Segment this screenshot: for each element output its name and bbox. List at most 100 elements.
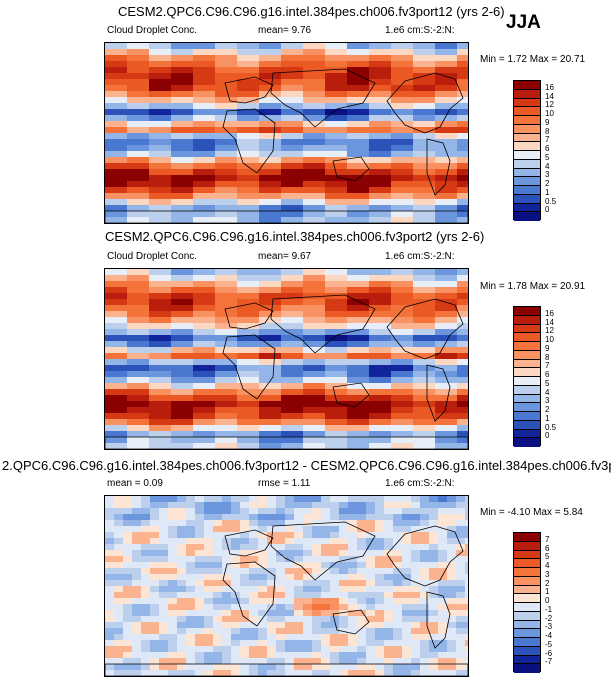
field-cell <box>429 580 439 587</box>
field-cell <box>294 640 304 647</box>
field-cell <box>312 556 322 563</box>
field-cell <box>127 211 150 218</box>
field-cell <box>429 652 439 659</box>
field-cell <box>171 49 194 56</box>
field-cell <box>222 550 232 557</box>
field-cell <box>114 556 124 563</box>
field-cell <box>231 568 241 575</box>
field-cell <box>276 526 286 533</box>
field-cell <box>105 43 128 50</box>
field-cell <box>325 377 348 384</box>
field-cell <box>413 293 436 300</box>
field-cell <box>114 508 124 515</box>
field-cell <box>149 317 172 324</box>
field-cell <box>193 383 216 390</box>
panel-3-map <box>104 495 469 677</box>
field-cell <box>149 115 172 122</box>
field-cell <box>303 634 313 641</box>
field-cell <box>127 43 150 50</box>
field-cell <box>369 49 392 56</box>
colorbar-swatch <box>514 611 540 621</box>
field-cell <box>391 323 414 330</box>
field-cell <box>281 407 304 414</box>
field-cell <box>347 61 370 68</box>
field-cell <box>411 508 421 515</box>
field-cell <box>193 79 216 86</box>
field-cell <box>150 610 160 617</box>
field-cell <box>231 586 241 593</box>
field-cell <box>249 508 259 515</box>
field-cell <box>457 79 468 86</box>
field-cell <box>276 532 286 539</box>
colorbar-swatch <box>514 116 540 125</box>
field-cell <box>215 443 238 449</box>
field-cell <box>325 437 348 444</box>
field-cell <box>347 157 370 164</box>
field-cell <box>339 658 349 665</box>
field-cell <box>105 622 115 629</box>
field-cell <box>285 538 295 545</box>
field-cell <box>186 556 196 563</box>
field-cell <box>105 419 128 426</box>
colorbar-tick-label: -2 <box>545 613 553 623</box>
field-cell <box>259 157 282 164</box>
colorbar-tick-label: 14 <box>545 317 554 327</box>
field-cell <box>321 616 331 623</box>
field-cell <box>150 532 160 539</box>
field-cell <box>105 61 128 68</box>
field-cell <box>195 562 205 569</box>
field-cell <box>213 520 223 527</box>
field-cell <box>325 127 348 134</box>
field-cell <box>215 199 238 206</box>
field-cell <box>303 193 326 200</box>
field-cell <box>357 640 367 647</box>
field-cell <box>249 520 259 527</box>
field-cell <box>465 556 468 563</box>
field-cell <box>171 151 194 158</box>
field-cell <box>193 401 216 408</box>
field-cell <box>393 508 403 515</box>
field-cell <box>249 574 259 581</box>
field-cell <box>391 61 414 68</box>
field-cell <box>413 287 436 294</box>
field-cell <box>281 67 304 74</box>
field-cell <box>195 634 205 641</box>
coastline <box>222 334 276 400</box>
colorbar-swatch <box>514 655 540 665</box>
field-cell <box>193 193 216 200</box>
field-cell <box>375 508 385 515</box>
field-cell <box>281 181 304 188</box>
field-cell <box>171 425 194 432</box>
field-cell <box>258 544 268 551</box>
colorbar-tick-label: 1 <box>545 187 550 197</box>
panel-1-variable: Cloud Droplet Conc. <box>107 25 198 36</box>
field-cell <box>186 670 196 676</box>
field-cell <box>222 640 232 647</box>
field-cell <box>213 580 223 587</box>
field-cell <box>105 169 128 176</box>
field-cell <box>168 646 178 653</box>
field-cell <box>258 550 268 557</box>
field-cell <box>132 670 142 676</box>
field-cell <box>429 496 439 503</box>
field-cell <box>281 323 304 330</box>
field-cell <box>435 67 458 74</box>
field-cell <box>366 592 376 599</box>
field-cell <box>435 133 458 140</box>
field-cell <box>457 145 468 152</box>
colorbar-swatch <box>514 124 540 134</box>
field-cell <box>357 544 367 551</box>
field-cell <box>267 646 277 653</box>
colorbar-tick-label: 4 <box>545 387 550 397</box>
field-cell <box>141 538 151 545</box>
field-cell <box>303 341 326 348</box>
field-cell <box>366 562 376 569</box>
field-cell <box>213 574 223 581</box>
field-cell <box>366 646 376 653</box>
field-cell <box>420 514 430 521</box>
field-cell <box>171 281 194 288</box>
field-cell <box>149 311 172 318</box>
field-cell <box>413 55 436 62</box>
field-cell <box>123 592 133 599</box>
field-cell <box>177 538 187 545</box>
